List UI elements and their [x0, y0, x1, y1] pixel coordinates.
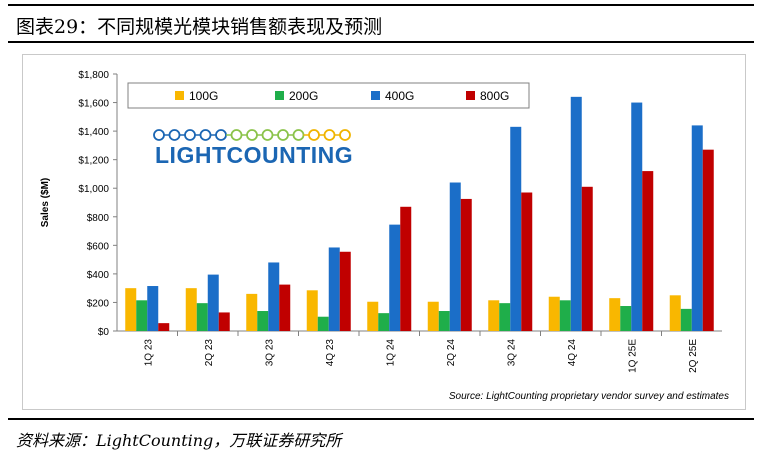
bar-400G-4Q-24	[570, 96, 582, 331]
logo-ring	[230, 129, 243, 141]
bar-200G-2Q-24	[438, 311, 450, 331]
bar-800G-2Q-23	[218, 312, 230, 331]
top-rule	[8, 4, 754, 6]
legend-swatch-400G	[371, 91, 380, 100]
bar-200G-3Q-23	[257, 311, 269, 331]
legend-box	[127, 82, 530, 109]
logo-ring	[184, 129, 196, 141]
logo-ring	[292, 129, 305, 141]
logo-ring	[168, 129, 181, 141]
logo-ring	[323, 129, 336, 141]
bar-100G-3Q-24	[488, 300, 500, 331]
title-rule	[8, 41, 754, 43]
logo-text: LIGHTCOUNTING	[155, 142, 353, 168]
bar-400G-3Q-24	[510, 126, 522, 331]
bar-200G-1Q-23	[136, 300, 148, 331]
bar-100G-2Q-23	[185, 288, 197, 331]
logo-ring	[153, 129, 165, 141]
x-tick-label: 2Q 25E	[688, 339, 699, 373]
y-tick-label: $0	[98, 327, 110, 338]
logo-ring	[215, 129, 227, 141]
bar-800G-1Q-23	[158, 323, 170, 331]
logo-ring	[277, 129, 289, 141]
bar-800G-2Q-24	[460, 198, 472, 331]
y-tick-label: $600	[87, 241, 110, 252]
bar-400G-4Q-23	[328, 247, 340, 331]
bar-800G-4Q-24	[581, 186, 593, 331]
bar-100G-1Q-23	[125, 288, 137, 331]
bar-200G-2Q-25E	[680, 308, 692, 331]
bar-800G-1Q-24	[400, 206, 412, 331]
x-tick-label: 3Q 23	[264, 339, 275, 367]
x-tick-label: 3Q 24	[506, 339, 517, 367]
x-tick-label: 1Q 24	[385, 339, 396, 367]
y-axis-label: Sales ($M)	[40, 178, 51, 227]
bar-400G-1Q-25E	[631, 102, 643, 331]
bar-200G-1Q-24	[378, 313, 390, 331]
bar-200G-4Q-24	[559, 300, 571, 331]
y-tick-label: $1,400	[78, 127, 109, 138]
bar-100G-4Q-23	[306, 290, 318, 331]
legend-swatch-200G	[275, 91, 284, 100]
x-tick-label: 2Q 23	[204, 339, 215, 367]
x-tick-label: 2Q 24	[446, 339, 457, 367]
bar-100G-1Q-25E	[609, 298, 621, 331]
x-tick-label: 1Q 25E	[627, 339, 638, 373]
bar-100G-4Q-24	[548, 296, 560, 331]
y-tick-label: $1,800	[78, 70, 109, 81]
bar-800G-3Q-23	[279, 284, 291, 331]
logo-ring	[261, 129, 274, 141]
y-tick-label: $800	[87, 213, 110, 224]
bar-400G-1Q-24	[389, 224, 401, 331]
y-tick-label: $1,200	[78, 156, 109, 167]
y-tick-label: $400	[87, 270, 110, 281]
x-tick-label: 4Q 24	[567, 339, 578, 367]
y-tick-label: $1,600	[78, 99, 109, 110]
bar-800G-1Q-25E	[642, 171, 654, 331]
legend-label-100G: 100G	[189, 89, 218, 103]
bar-200G-2Q-23	[196, 303, 208, 331]
bar-400G-2Q-25E	[691, 125, 703, 332]
y-tick-label: $1,000	[78, 184, 109, 195]
lightcounting-logo	[153, 129, 351, 141]
logo-ring	[308, 129, 320, 141]
y-tick-label: $200	[87, 298, 110, 309]
legend-label-400G: 400G	[385, 89, 414, 103]
source-note: 资料来源：LightCounting，万联证券研究所	[16, 431, 342, 450]
bar-800G-4Q-23	[339, 251, 351, 331]
bar-400G-3Q-23	[268, 262, 280, 331]
bar-800G-2Q-25E	[702, 149, 714, 331]
legend-label-200G: 200G	[289, 89, 318, 103]
bar-200G-4Q-23	[317, 316, 329, 331]
bar-100G-1Q-24	[367, 301, 379, 331]
bar-100G-2Q-25E	[669, 295, 681, 331]
bar-100G-3Q-23	[246, 293, 258, 331]
bar-800G-3Q-24	[521, 192, 533, 331]
x-tick-label: 4Q 23	[325, 339, 336, 367]
bar-200G-3Q-24	[499, 303, 511, 331]
logo-ring	[339, 129, 351, 141]
x-tick-label: 1Q 23	[143, 339, 154, 367]
logo-ring	[199, 129, 212, 141]
bar-400G-1Q-23	[147, 286, 159, 331]
chart-frame	[22, 54, 746, 410]
legend-swatch-800G	[466, 91, 475, 100]
legend-label-800G: 800G	[480, 89, 509, 103]
logo-ring	[246, 129, 258, 141]
bar-400G-2Q-24	[449, 182, 461, 331]
figure-title: 图表29：不同规模光模块销售额表现及预测	[16, 16, 383, 38]
bar-200G-1Q-25E	[620, 306, 632, 331]
chart-source-note: Source: LightCounting proprietary vendor…	[449, 391, 729, 402]
bar-400G-2Q-23	[207, 274, 219, 331]
bar-100G-2Q-24	[427, 301, 439, 331]
source-rule	[8, 418, 754, 420]
legend-swatch-100G	[175, 91, 184, 100]
